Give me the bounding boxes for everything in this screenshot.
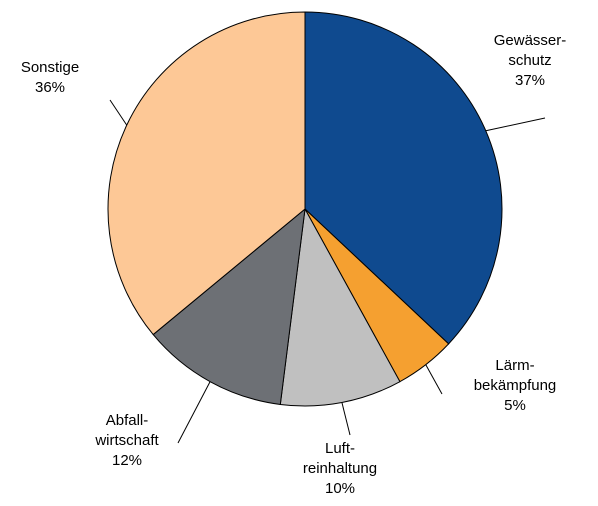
label-line: reinhaltung xyxy=(303,460,377,477)
value-label: 37% xyxy=(515,72,545,89)
value-label: 5% xyxy=(504,397,526,414)
label-line: Abfall- xyxy=(106,412,149,429)
slice-label: Lärm-bekämpfung xyxy=(474,357,557,394)
leader-line xyxy=(109,99,128,126)
value-label: 12% xyxy=(112,452,142,469)
label-line: wirtschaft xyxy=(94,432,159,449)
pie-slice xyxy=(279,207,401,407)
label-line: Luft- xyxy=(325,440,355,457)
leader-line xyxy=(425,364,443,395)
slice-label: Sonstige xyxy=(21,59,79,76)
pie-slice xyxy=(152,207,306,406)
value-label: 10% xyxy=(325,480,355,497)
label-line: Sonstige xyxy=(21,59,79,76)
leader-line xyxy=(485,117,546,132)
label-line: Lärm- xyxy=(495,357,534,374)
label-line: schutz xyxy=(508,52,551,69)
slice-label: Abfall-wirtschaft xyxy=(94,412,159,449)
pie-slice xyxy=(107,11,306,336)
label-line: Gewässer- xyxy=(494,32,567,49)
label-line: bekämpfung xyxy=(474,377,557,394)
slice-label: Gewässer-schutz xyxy=(494,32,567,69)
slice-label: Luft-reinhaltung xyxy=(303,440,377,477)
value-label: 36% xyxy=(35,79,65,96)
leader-line xyxy=(341,402,351,436)
leader-line xyxy=(177,381,211,444)
